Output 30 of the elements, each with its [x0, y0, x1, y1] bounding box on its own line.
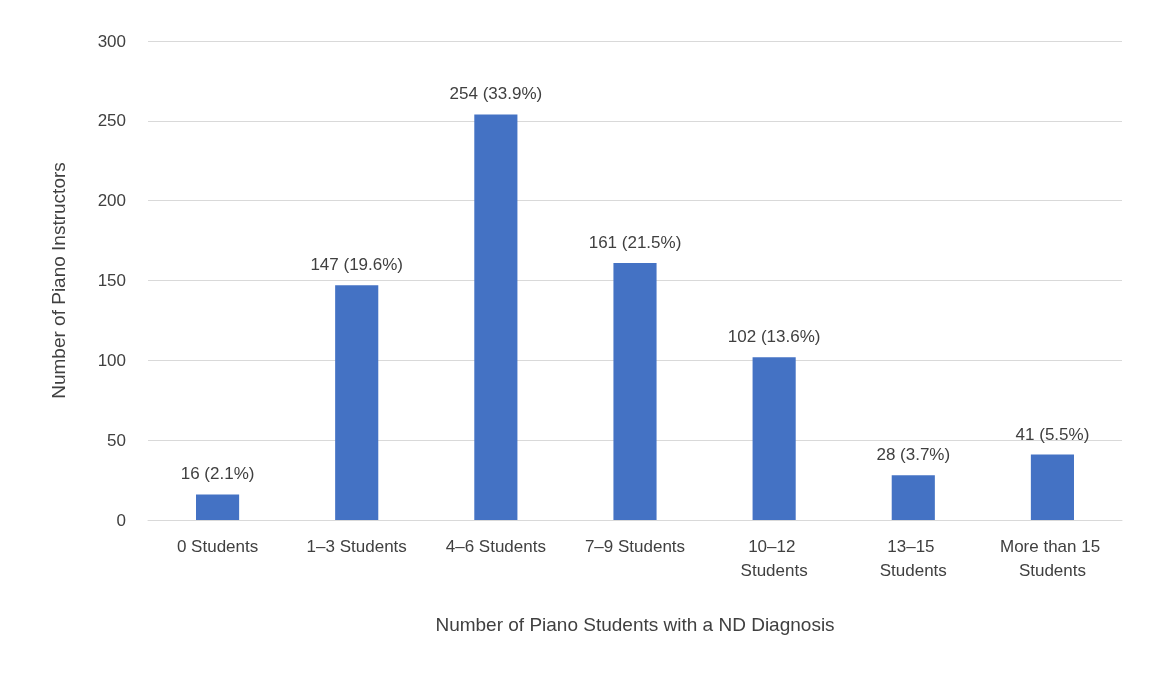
data-label: 28 (3.7%)	[876, 445, 951, 465]
x-tick-label: 13–15 Students	[879, 536, 947, 580]
bar	[891, 475, 935, 520]
y-axis-title: Number of Piano Instructors	[48, 162, 69, 399]
y-tick-label: 200	[97, 191, 126, 211]
data-label: 147 (19.6%)	[310, 255, 404, 275]
x-tick-label: 0 Students	[176, 536, 259, 556]
bar	[335, 285, 379, 520]
x-tick-label: 4–6 Students	[445, 536, 546, 556]
y-tick-label: 250	[97, 111, 126, 131]
data-label: 102 (13.6%)	[727, 327, 821, 347]
y-tick-label: 50	[107, 430, 126, 450]
y-tick-label: 100	[97, 350, 126, 370]
x-axis-title: Number of Piano Students with a ND Diagnosis	[435, 614, 835, 635]
data-label: 41 (5.5%)	[1015, 424, 1090, 444]
bar	[474, 114, 518, 520]
bar	[752, 357, 796, 520]
y-tick-label: 0	[116, 510, 126, 530]
data-label: 161 (21.5%)	[588, 232, 682, 252]
data-label: 16 (2.1%)	[180, 464, 255, 484]
x-tick-label: 7–9 Students	[584, 536, 686, 556]
bar	[1030, 454, 1074, 520]
x-tick-label: 1–3 Students	[306, 536, 407, 556]
bar	[196, 494, 240, 520]
x-tick-label: More than 15 Students	[999, 536, 1105, 580]
bar	[613, 262, 657, 520]
y-tick-label: 150	[97, 271, 126, 290]
data-label: 254 (33.9%)	[449, 84, 543, 104]
y-tick-label: 300	[97, 31, 126, 51]
x-tick-label: 10–12 Students	[740, 536, 808, 580]
